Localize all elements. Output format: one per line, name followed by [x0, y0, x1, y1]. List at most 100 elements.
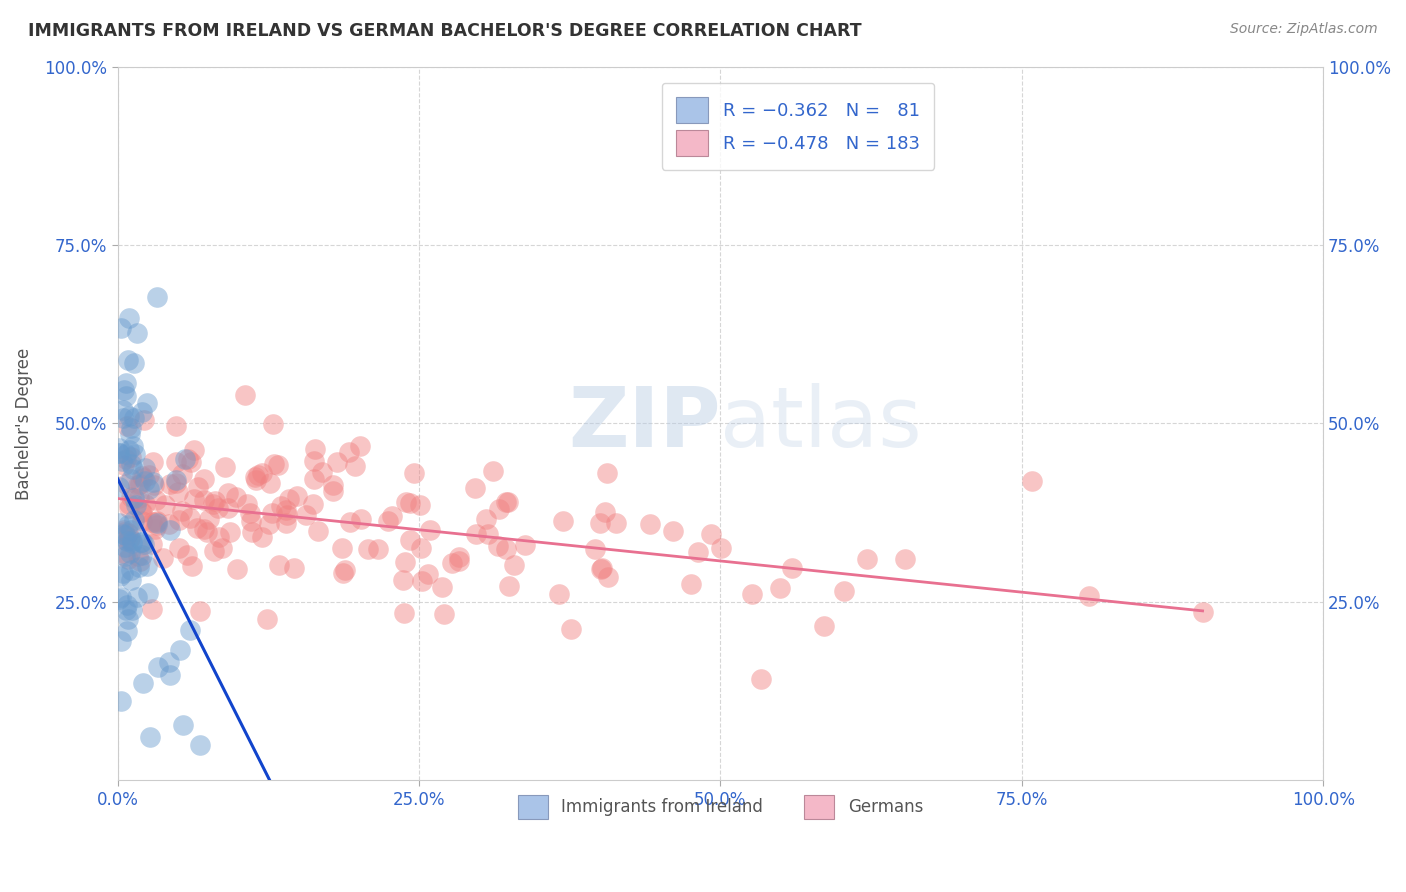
Point: [256, 612, 278, 626]
Point: [250, 466, 273, 480]
Point: [247, 468, 270, 483]
Point: [124, 356, 146, 370]
Point: [245, 473, 267, 487]
Point: [108, 592, 131, 607]
Point: [117, 598, 139, 612]
Point: [186, 521, 208, 535]
Point: [174, 452, 197, 467]
Point: [188, 604, 211, 618]
Point: [132, 471, 155, 485]
Point: [239, 506, 262, 520]
Point: [169, 642, 191, 657]
Point: [131, 535, 153, 549]
Point: [114, 447, 136, 461]
Point: [302, 472, 325, 486]
Point: [195, 525, 218, 540]
Point: [304, 442, 326, 456]
Point: [449, 550, 471, 565]
Point: [115, 533, 138, 548]
Point: [856, 552, 879, 566]
Point: [257, 517, 280, 532]
Point: [710, 541, 733, 555]
Point: [148, 660, 170, 674]
Point: [112, 403, 135, 417]
Point: [152, 551, 174, 566]
Point: [142, 475, 165, 489]
Point: [124, 447, 146, 461]
Point: [117, 517, 139, 532]
Point: [402, 467, 425, 481]
Point: [139, 730, 162, 744]
Point: [513, 538, 536, 552]
Point: [367, 541, 389, 556]
Point: [894, 551, 917, 566]
Point: [120, 573, 142, 587]
Point: [399, 496, 422, 510]
Point: [496, 495, 519, 509]
Point: [111, 454, 134, 468]
Point: [495, 542, 517, 557]
Point: [411, 574, 433, 588]
Point: [307, 524, 329, 538]
Point: [337, 444, 360, 458]
Point: [127, 549, 149, 564]
Point: [183, 442, 205, 457]
Point: [115, 624, 138, 638]
Point: [179, 623, 201, 637]
Point: [115, 418, 138, 433]
Point: [159, 523, 181, 537]
Point: [112, 546, 135, 560]
Point: [128, 553, 150, 567]
Point: [167, 513, 190, 527]
Point: [146, 290, 169, 304]
Point: [170, 467, 193, 482]
Point: [488, 501, 510, 516]
Point: [121, 462, 143, 476]
Point: [112, 458, 135, 472]
Point: [136, 585, 159, 599]
Point: [335, 563, 357, 577]
Point: [108, 480, 131, 494]
Point: [377, 514, 399, 528]
Point: [159, 477, 181, 491]
Point: [596, 466, 619, 480]
Point: [117, 353, 139, 368]
Point: [120, 531, 142, 545]
Point: [110, 321, 132, 335]
Point: [193, 472, 215, 486]
Point: [111, 527, 134, 541]
Point: [112, 383, 135, 397]
Point: [605, 516, 627, 530]
Point: [700, 526, 723, 541]
Point: [464, 481, 486, 495]
Point: [165, 473, 187, 487]
Point: [409, 498, 432, 512]
Point: [498, 579, 520, 593]
Point: [681, 576, 703, 591]
Point: [411, 541, 433, 555]
Point: [236, 497, 259, 511]
Point: [114, 389, 136, 403]
Point: [193, 493, 215, 508]
Point: [349, 439, 371, 453]
Point: [125, 498, 148, 512]
Point: [118, 427, 141, 442]
Text: IMMIGRANTS FROM IRELAND VS GERMAN BACHELOR'S DEGREE CORRELATION CHART: IMMIGRANTS FROM IRELAND VS GERMAN BACHEL…: [28, 22, 862, 40]
Point: [211, 541, 233, 556]
Point: [267, 558, 290, 572]
Point: [449, 554, 471, 568]
Point: [475, 512, 498, 526]
Point: [392, 606, 415, 620]
Point: [117, 612, 139, 626]
Point: [145, 493, 167, 508]
Point: [120, 563, 142, 577]
Point: [208, 530, 231, 544]
Point: [128, 560, 150, 574]
Point: [118, 443, 141, 458]
Point: [141, 602, 163, 616]
Point: [394, 495, 416, 509]
Point: [108, 569, 131, 583]
Point: [638, 517, 661, 532]
Point: [117, 526, 139, 541]
Point: [311, 466, 333, 480]
